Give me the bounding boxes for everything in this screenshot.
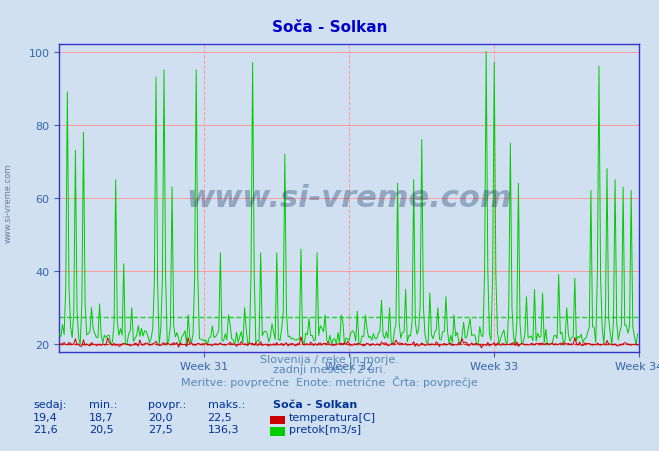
Text: maks.:: maks.: <box>208 399 245 409</box>
Text: 27,5: 27,5 <box>148 424 173 434</box>
Text: povpr.:: povpr.: <box>148 399 186 409</box>
Text: Slovenija / reke in morje.: Slovenija / reke in morje. <box>260 354 399 364</box>
Text: zadnji mesec / 2 uri.: zadnji mesec / 2 uri. <box>273 364 386 374</box>
Text: 20,0: 20,0 <box>148 412 173 422</box>
Text: www.si-vreme.com: www.si-vreme.com <box>186 184 512 213</box>
Text: 20,5: 20,5 <box>89 424 113 434</box>
Text: temperatura[C]: temperatura[C] <box>289 412 376 422</box>
Text: min.:: min.: <box>89 399 117 409</box>
Text: 19,4: 19,4 <box>33 412 58 422</box>
Text: 18,7: 18,7 <box>89 412 114 422</box>
Text: pretok[m3/s]: pretok[m3/s] <box>289 424 360 434</box>
Text: 21,6: 21,6 <box>33 424 57 434</box>
Text: Soča - Solkan: Soča - Solkan <box>273 399 358 409</box>
Text: Soča - Solkan: Soča - Solkan <box>272 20 387 35</box>
Text: sedaj:: sedaj: <box>33 399 67 409</box>
Text: Meritve: povprečne  Enote: metrične  Črta: povprečje: Meritve: povprečne Enote: metrične Črta:… <box>181 375 478 387</box>
Text: 136,3: 136,3 <box>208 424 239 434</box>
Text: www.si-vreme.com: www.si-vreme.com <box>3 163 13 243</box>
Text: 22,5: 22,5 <box>208 412 233 422</box>
